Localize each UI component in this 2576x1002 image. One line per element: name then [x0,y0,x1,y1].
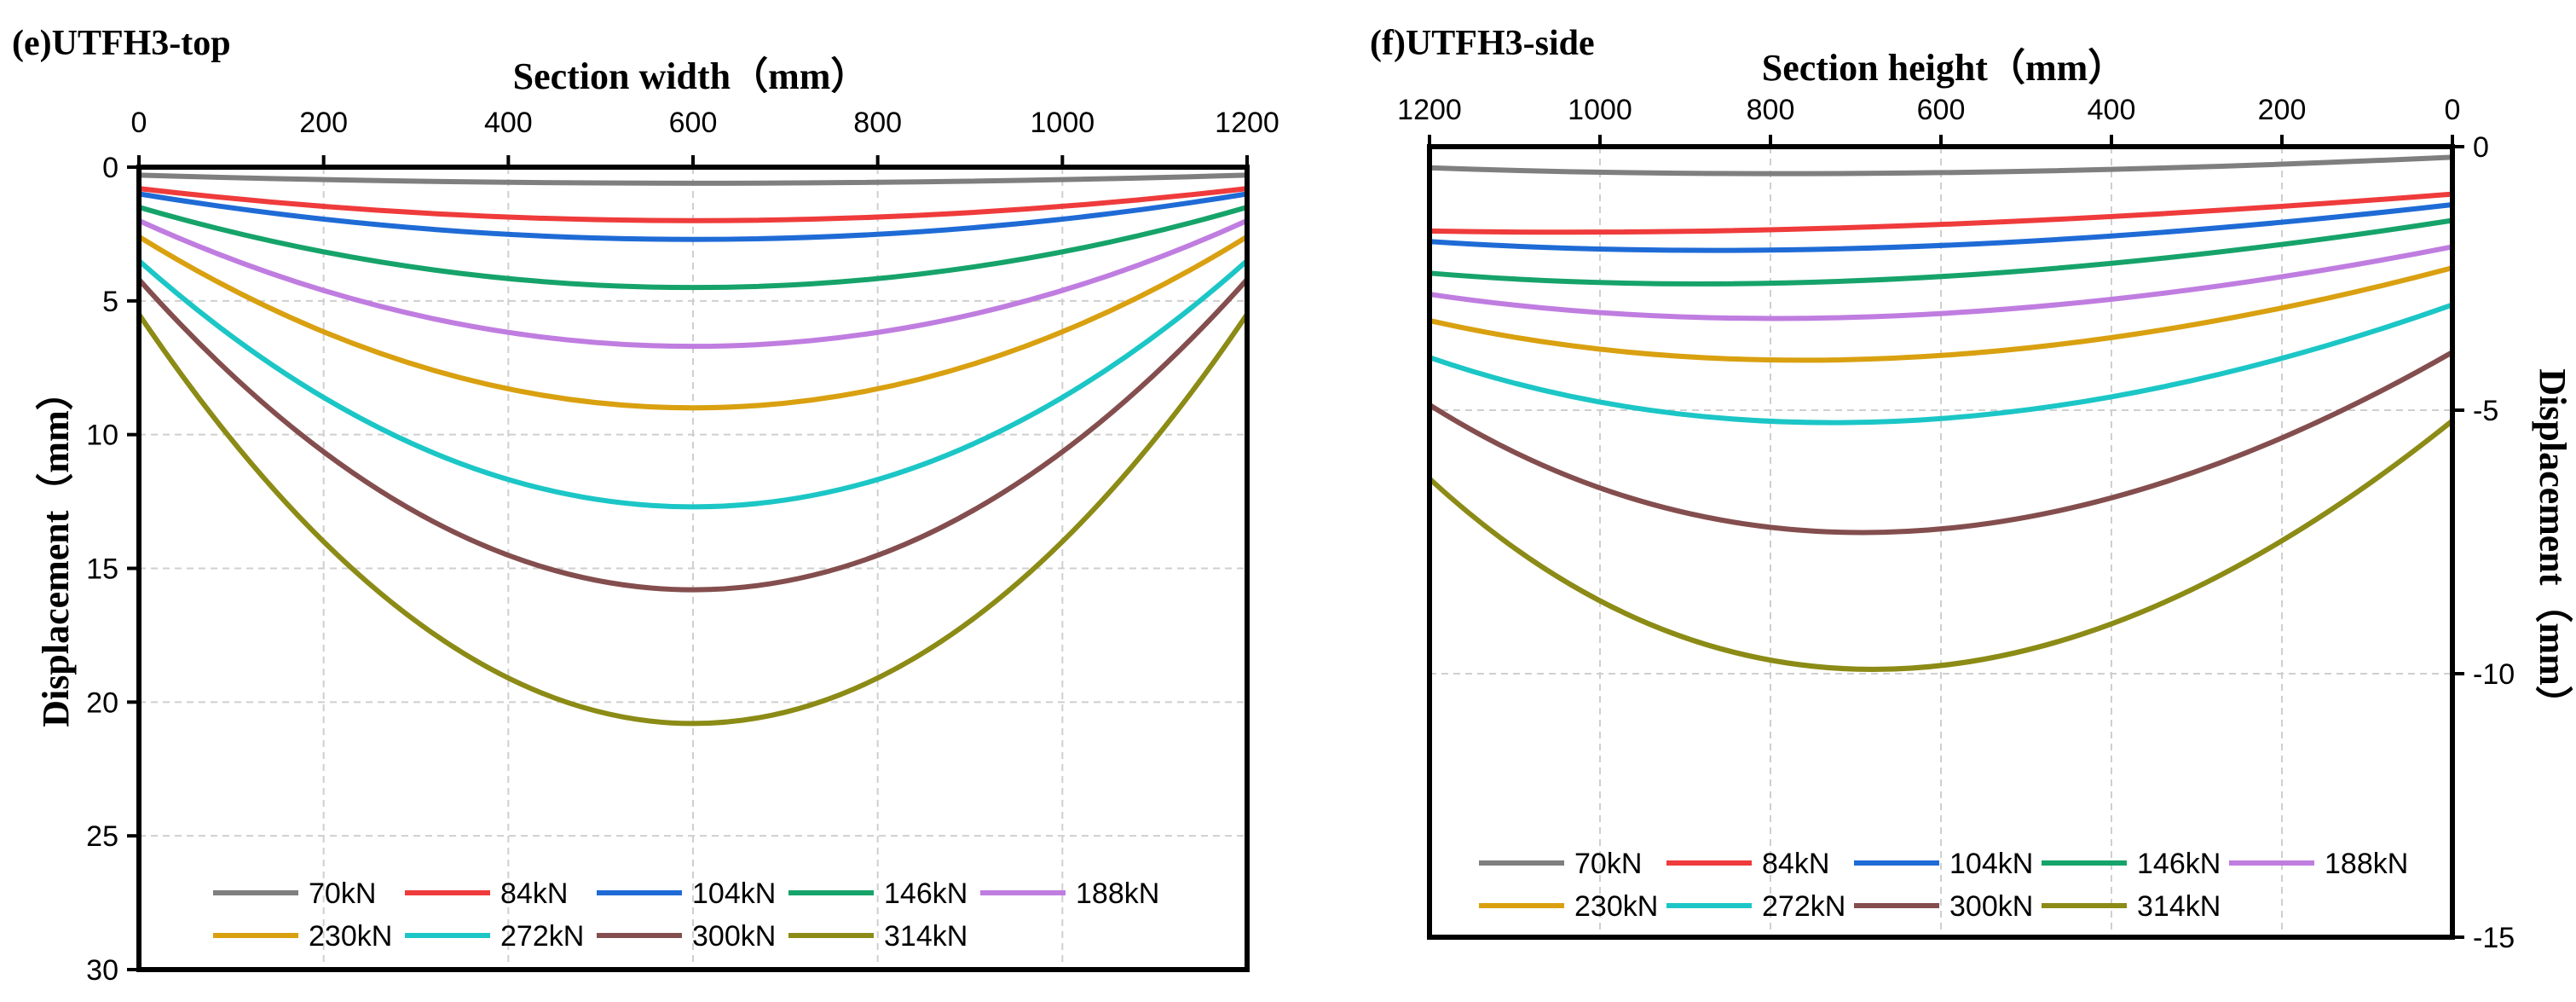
legend-label: 272kN [1762,890,1845,923]
y-tick-label: -5 [2473,395,2498,427]
legend-label: 314kN [884,920,967,953]
legend-label: 146kN [884,877,967,910]
legend: 70kN 84kN 104kN 146kN 188kN 230kN 272kN 300kN 31… [1479,848,2408,923]
legend-label: 104kN [692,877,776,910]
x-tick-label: 800 [1747,94,1795,126]
y-axis-title: Displacement（mm） [2532,368,2573,723]
legend-label: 146kN [2137,848,2221,880]
x-tick-label: 200 [299,107,348,139]
figure-canvas: (e)UTFH3-top Section width（mm） Displacem… [0,0,2576,1002]
x-axis-ticks: 0 200 400 600 800 1000 1200 [131,107,1279,167]
y-tick-label: 30 [86,954,118,987]
x-tick-label: 1200 [1215,107,1279,139]
y-tick-label: 25 [86,820,118,853]
x-tick-label: 1000 [1568,94,1632,126]
legend-label: 314kN [2137,890,2221,923]
y-tick-label: 5 [102,286,118,318]
chart-panel-side: (f)UTFH3-side Section height（mm） Displac… [1370,24,2573,954]
panel-title: (f)UTFH3-side [1370,24,1595,63]
legend-label: 300kN [1949,890,2033,923]
y-axis-title: Displacement（mm） [35,373,77,727]
legend-label: 230kN [1574,890,1658,923]
x-tick-label: 1200 [1397,94,1462,126]
y-axis-ticks: 0 -5 -10 -15 [2452,131,2515,954]
y-tick-label: 10 [86,420,118,452]
y-tick-label: -15 [2473,922,2515,954]
x-tick-label: 800 [853,107,902,139]
y-tick-label: 20 [86,686,118,719]
grid [1430,147,2452,937]
y-tick-label: 0 [2473,131,2489,164]
legend-label: 300kN [692,920,776,953]
x-axis-title: Section width（mm） [513,55,869,97]
chart-panel-top: (e)UTFH3-top Section width（mm） Displacem… [12,24,1279,987]
x-tick-label: 600 [1917,94,1966,126]
legend-label: 188kN [1076,877,1159,910]
x-tick-label: 200 [2258,94,2307,126]
x-axis-title: Section height（mm） [1762,47,2126,89]
legend-label: 188kN [2325,848,2408,880]
y-tick-label: 15 [86,553,118,586]
legend-label: 272kN [500,920,584,953]
x-tick-label: 600 [669,107,718,139]
legend-label: 230kN [309,920,392,953]
panel-title: (e)UTFH3-top [12,24,231,63]
y-tick-label: -10 [2473,658,2515,691]
legend-label: 70kN [1574,848,1642,880]
y-tick-label: 0 [102,152,118,184]
legend-label: 84kN [500,877,568,910]
x-tick-label: 1000 [1031,107,1095,139]
legend-label: 84kN [1762,848,1829,880]
x-tick-label: 0 [131,107,147,139]
legend-label: 104kN [1949,848,2033,880]
legend-label: 70kN [309,877,376,910]
legend: 70kN 84kN 104kN 146kN 188kN 230kN 272kN 300kN 31… [213,877,1159,953]
x-axis-ticks: 1200 1000 800 600 400 200 0 [1397,94,2460,147]
x-tick-label: 400 [2088,94,2136,126]
x-tick-label: 0 [2445,94,2461,126]
y-axis-ticks: 0 5 10 15 20 25 30 [86,152,139,987]
x-tick-label: 400 [484,107,533,139]
